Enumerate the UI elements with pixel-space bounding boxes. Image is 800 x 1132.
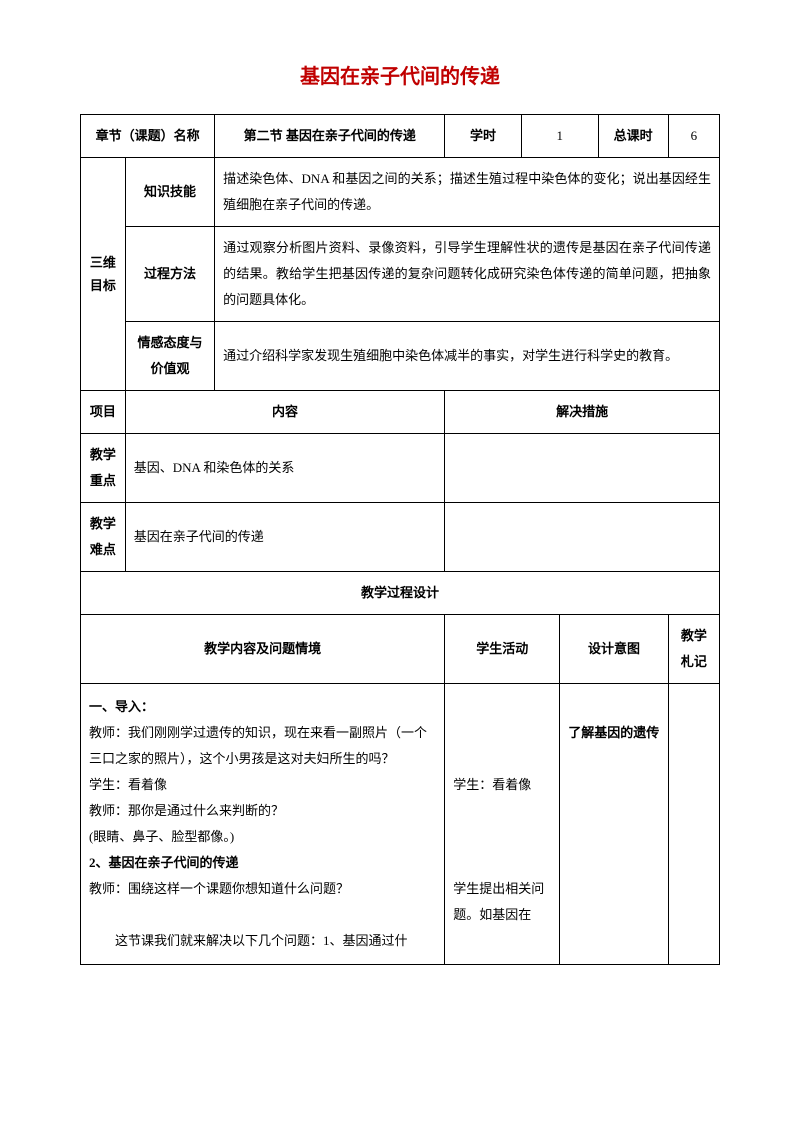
difficulty-content: 基因在亲子代间的传递 — [125, 503, 445, 572]
process-line-3: 教师：那你是通过什么来判断的？ — [89, 798, 436, 824]
project-content-label: 内容 — [125, 391, 445, 434]
keypoint-content: 基因、DNA 和染色体的关系 — [125, 434, 445, 503]
process-activity-label: 学生活动 — [445, 615, 560, 684]
process-design-label: 教学过程设计 — [81, 572, 720, 615]
goal-emotion-label: 情感态度与价值观 — [125, 322, 214, 391]
chapter-label: 章节（课题）名称 — [81, 115, 215, 158]
goal-knowledge-label: 知识技能 — [125, 158, 214, 227]
activity-2: 学生提出相关问题。如基因在 — [453, 876, 551, 928]
keypoint-label: 教学重点 — [81, 434, 126, 503]
project-label: 项目 — [81, 391, 126, 434]
process-line-1: 教师：我们刚刚学过遗传的知识，现在来看一副照片（一个三口之家的照片），这个小男孩… — [89, 720, 436, 772]
goal-process-content: 通过观察分析图片资料、录像资料，引导学生理解性状的遗传是基因在亲子代间传递的结果… — [215, 227, 720, 322]
section1-title: 一、导入： — [89, 694, 436, 720]
process-line-6: 这节课我们就来解决以下几个问题：1、基因通过什 — [89, 928, 436, 954]
chapter-title: 第二节 基因在亲子代间的传递 — [215, 115, 445, 158]
difficulty-measure — [445, 503, 720, 572]
process-intent-label: 设计意图 — [560, 615, 669, 684]
keypoint-measure — [445, 434, 720, 503]
goal-emotion-content: 通过介绍科学家发现生殖细胞中染色体减半的事实，对学生进行科学史的教育。 — [215, 322, 720, 391]
total-hours-label: 总课时 — [598, 115, 668, 158]
page-title: 基因在亲子代间的传递 — [80, 60, 720, 89]
hours-value: 1 — [521, 115, 598, 158]
process-content-label: 教学内容及问题情境 — [81, 615, 445, 684]
project-measure-label: 解决措施 — [445, 391, 720, 434]
lesson-plan-table: 章节（课题）名称 第二节 基因在亲子代间的传递 学时 1 总课时 6 三维目标 … — [80, 114, 720, 965]
goal-process-label: 过程方法 — [125, 227, 214, 322]
student-activity: 学生：看着像 学生提出相关问题。如基因在 — [445, 684, 560, 965]
process-content: 一、导入： 教师：我们刚刚学过遗传的知识，现在来看一副照片（一个三口之家的照片）… — [81, 684, 445, 965]
activity-1: 学生：看着像 — [453, 772, 551, 798]
process-line-4: (眼睛、鼻子、脸型都像。) — [89, 824, 436, 850]
goals-label: 三维目标 — [81, 158, 126, 391]
teaching-notes — [668, 684, 719, 965]
design-intent: 了解基因的遗传 — [560, 684, 669, 965]
process-notes-label: 教学札记 — [668, 615, 719, 684]
process-line-2: 学生：看着像 — [89, 772, 436, 798]
intent-1: 了解基因的遗传 — [568, 720, 660, 746]
goal-knowledge-content: 描述染色体、DNA 和基因之间的关系；描述生殖过程中染色体的变化；说出基因经生殖… — [215, 158, 720, 227]
difficulty-label: 教学难点 — [81, 503, 126, 572]
process-line-5: 教师：围绕这样一个课题你想知道什么问题？ — [89, 876, 436, 902]
total-hours-value: 6 — [668, 115, 719, 158]
section2-title: 2、基因在亲子代间的传递 — [89, 850, 436, 876]
hours-label: 学时 — [445, 115, 522, 158]
